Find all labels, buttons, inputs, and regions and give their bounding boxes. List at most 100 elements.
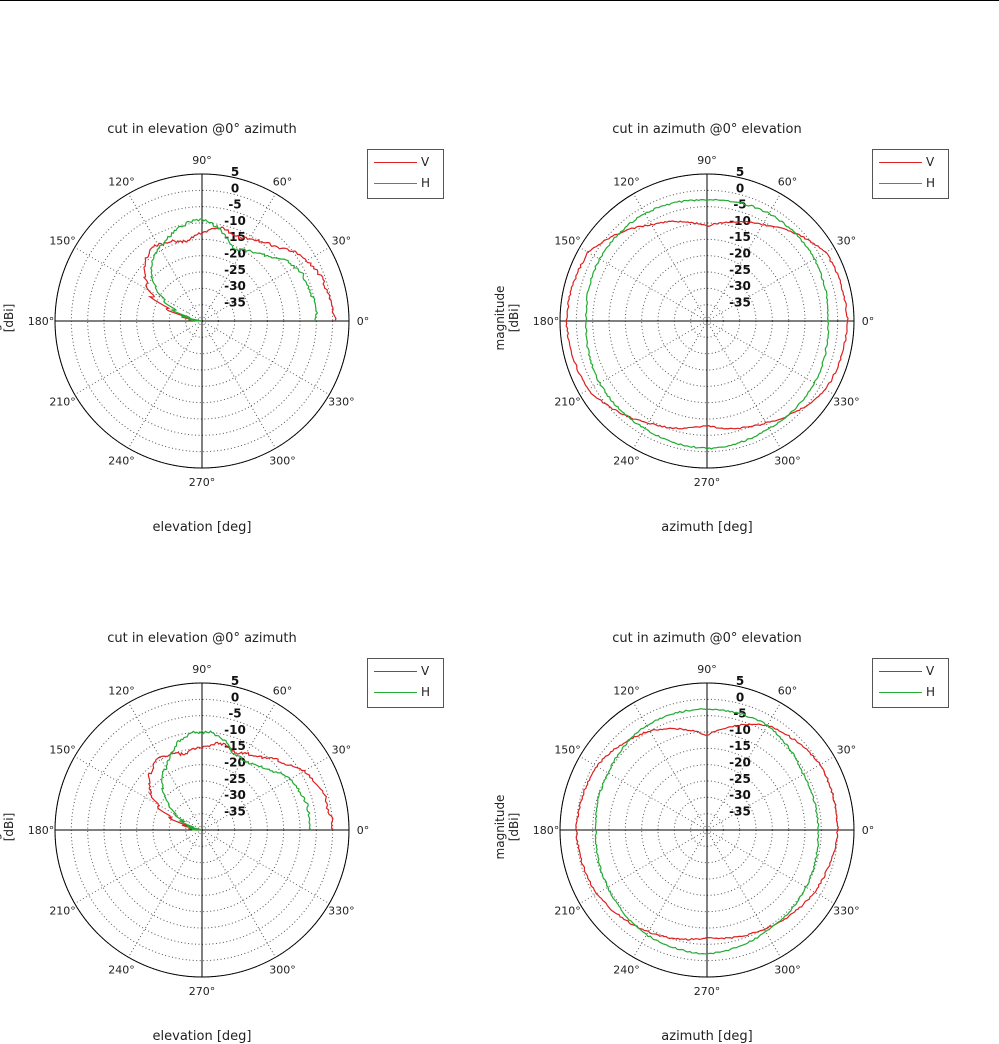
y-axis-label: magnitude [dBi] xyxy=(0,285,16,351)
angle-tick-label: 0° xyxy=(862,315,875,328)
plot-title: cut in azimuth @0° elevation xyxy=(612,122,802,137)
legend-label-v: V xyxy=(421,664,430,678)
radial-tick-label: 0 xyxy=(231,181,239,195)
plot-title: cut in azimuth @0° elevation xyxy=(612,631,802,646)
grid-spoke xyxy=(706,320,781,449)
x-axis-label: azimuth [deg] xyxy=(661,520,753,535)
polar-chart-svg: 0° 30° 60° 90° 120° 150° 180° 210° 240° 270° 300° 3… xyxy=(533,154,875,489)
angle-tick-label: 0° xyxy=(357,824,370,837)
angle-tick-label: 300° xyxy=(774,454,801,467)
radial-tick-label: -25 xyxy=(224,263,246,277)
radial-tick-label: 5 xyxy=(736,674,744,688)
angle-tick-label: 150° xyxy=(49,744,76,757)
series-line-v xyxy=(147,741,334,831)
grid-spoke xyxy=(633,702,708,831)
grid-spoke xyxy=(579,320,708,395)
legend: V H xyxy=(367,658,444,708)
legend: V H xyxy=(872,149,949,199)
radial-tick-label: -10 xyxy=(224,214,246,228)
grid-spoke xyxy=(201,320,330,395)
polar-plot-azimuth-top: cut in azimuth @0° elevation 0° 30° 60° 90°… xyxy=(493,0,999,535)
polar-chart-svg: 0° 30° 60° 90° 120° 150° 180° 210° 240° 270° 300° 3… xyxy=(28,154,370,489)
radial-tick-label: -35 xyxy=(729,295,751,309)
legend-swatch-v xyxy=(879,671,922,672)
polar-plot-elevation-top: cut in elevation @0° azimuth 0° 30° 60° 90°… xyxy=(0,0,500,535)
radial-tick-label: -35 xyxy=(224,295,246,309)
grid-spoke xyxy=(579,829,708,904)
grid-spoke xyxy=(128,829,203,958)
grid-spoke xyxy=(633,320,708,449)
angle-tick-label: 330° xyxy=(833,396,860,409)
polar-chart-svg: 0° 30° 60° 90° 120° 150° 180° 210° 240° 270° 300° 3… xyxy=(533,663,875,998)
angle-tick-label: 0° xyxy=(357,315,370,328)
grid-spoke xyxy=(74,320,203,395)
grid-spoke xyxy=(201,702,276,831)
radial-tick-label: -5 xyxy=(228,198,241,212)
angle-tick-label: 270° xyxy=(189,985,216,998)
angle-tick-label: 90° xyxy=(192,663,212,676)
grid-spoke xyxy=(128,702,203,831)
angle-tick-label: 180° xyxy=(533,315,560,328)
legend-entry-h: H xyxy=(873,683,948,703)
legend-label-h: H xyxy=(926,685,936,699)
angle-tick-label: 150° xyxy=(554,744,581,757)
y-axis-label: magnitude [dBi] xyxy=(493,794,521,860)
grid-spoke xyxy=(706,193,781,322)
legend-entry-v: V xyxy=(368,153,443,173)
angle-tick-label: 60° xyxy=(778,685,798,698)
grid-spoke xyxy=(706,756,835,831)
angle-tick-label: 120° xyxy=(613,685,640,698)
legend-swatch-h xyxy=(374,183,417,184)
series-line-v xyxy=(565,220,849,430)
grid-spoke xyxy=(201,247,330,322)
legend-label-h: H xyxy=(421,176,431,190)
radial-tick-label: 5 xyxy=(231,165,239,179)
radial-tick-label: -20 xyxy=(729,756,751,770)
polar-chart-svg: 0° 30° 60° 90° 120° 150° 180° 210° 240° 270° 300° 3… xyxy=(28,663,370,998)
polar-plot-azimuth-bottom: cut in azimuth @0° elevation 0° 30° 60° 90°… xyxy=(493,509,999,1044)
legend-label-v: V xyxy=(421,155,430,169)
angle-tick-label: 180° xyxy=(28,315,55,328)
radial-tick-label: 5 xyxy=(231,674,239,688)
angle-tick-label: 270° xyxy=(189,476,216,489)
angle-tick-label: 210° xyxy=(554,396,581,409)
angle-tick-label: 60° xyxy=(273,176,293,189)
radial-tick-label: -15 xyxy=(729,739,751,753)
angle-tick-label: 330° xyxy=(833,905,860,918)
radial-tick-label: -15 xyxy=(224,230,246,244)
grid-spoke xyxy=(201,756,330,831)
plot-title: cut in elevation @0° azimuth xyxy=(107,122,297,137)
angle-tick-label: 330° xyxy=(328,396,355,409)
radial-tick-label: -20 xyxy=(729,247,751,261)
legend-entry-h: H xyxy=(368,174,443,194)
angle-tick-label: 60° xyxy=(273,685,293,698)
radial-tick-label: -30 xyxy=(224,788,246,802)
angle-tick-label: 30° xyxy=(837,235,857,248)
series-line-v xyxy=(142,226,337,322)
grid-spoke xyxy=(633,193,708,322)
grid-spoke xyxy=(706,320,835,395)
legend-entry-v: V xyxy=(873,153,948,173)
legend-swatch-h xyxy=(879,183,922,184)
angle-tick-label: 180° xyxy=(28,824,55,837)
grid-spoke xyxy=(74,756,203,831)
angle-tick-label: 120° xyxy=(613,176,640,189)
plot-title: cut in elevation @0° azimuth xyxy=(107,631,297,646)
radial-tick-label: -10 xyxy=(224,723,246,737)
series-line-h xyxy=(150,218,319,322)
radial-tick-label: 0 xyxy=(231,690,239,704)
radial-tick-label: -15 xyxy=(729,230,751,244)
angle-tick-label: 180° xyxy=(533,824,560,837)
radial-tick-label: -10 xyxy=(729,214,751,228)
legend-swatch-v xyxy=(374,162,417,163)
angle-tick-label: 120° xyxy=(108,685,135,698)
legend-entry-v: V xyxy=(368,662,443,682)
radial-tick-label: -25 xyxy=(729,263,751,277)
grid-spoke xyxy=(579,247,708,322)
angle-tick-label: 210° xyxy=(49,396,76,409)
legend-swatch-v xyxy=(879,162,922,163)
x-axis-label: elevation [deg] xyxy=(152,520,252,535)
angle-tick-label: 90° xyxy=(192,154,212,167)
top-rule xyxy=(0,0,999,1)
series-line-h xyxy=(160,729,312,831)
